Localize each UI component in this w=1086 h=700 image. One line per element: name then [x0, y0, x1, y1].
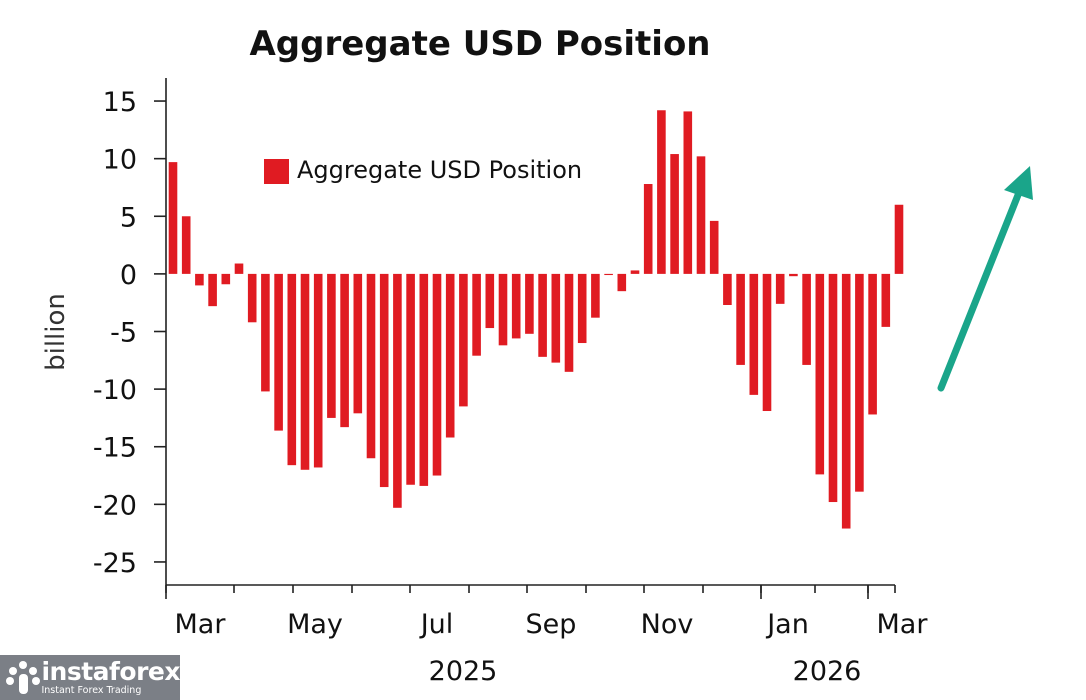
bar	[683, 111, 693, 274]
logo-mark-icon	[6, 660, 40, 695]
bar	[670, 154, 679, 274]
trend-arrow	[937, 166, 1033, 392]
bar	[459, 273, 468, 407]
logo-name: instaforex	[41, 657, 180, 687]
bar	[208, 273, 217, 307]
bar	[340, 273, 349, 428]
bar	[274, 273, 283, 431]
x-tick-label: May	[287, 609, 343, 640]
y-tick-label: 5	[120, 202, 137, 233]
bar	[591, 273, 600, 318]
bar	[855, 273, 864, 492]
bar	[366, 273, 376, 459]
x-year-label: 2026	[793, 656, 862, 687]
x-tick-label: Sep	[526, 609, 577, 640]
bar	[525, 273, 534, 334]
logo-tagline: Instant Forex Trading	[41, 685, 142, 697]
bar	[313, 273, 323, 468]
bar	[485, 273, 495, 329]
bar	[287, 273, 297, 466]
bar	[195, 273, 204, 286]
bar	[841, 273, 851, 529]
x-tick-label: Jan	[765, 609, 809, 640]
bar-series	[168, 110, 904, 529]
bar	[538, 273, 547, 357]
x-tick-label: Mar	[175, 609, 227, 640]
bar	[393, 273, 402, 508]
x-tick-label: Nov	[641, 609, 694, 640]
bar	[815, 273, 825, 475]
bar	[564, 273, 574, 372]
bar	[221, 273, 231, 285]
bar	[168, 162, 178, 274]
bar	[723, 273, 732, 305]
bar	[234, 263, 244, 274]
bar	[802, 273, 811, 365]
bar	[762, 273, 772, 412]
bar	[604, 273, 613, 276]
legend-label: Aggregate USD Position	[297, 156, 582, 184]
bar	[789, 273, 798, 277]
bar	[696, 156, 706, 274]
bar	[511, 273, 521, 339]
bar	[472, 273, 481, 356]
y-tick-label: -5	[110, 318, 137, 349]
bar	[181, 216, 191, 274]
y-tick-label: 15	[103, 87, 137, 118]
bar	[261, 273, 270, 392]
x-year-label: 2025	[429, 656, 498, 687]
y-tick-label: 0	[120, 260, 137, 291]
y-tick-label: 10	[103, 145, 137, 176]
bar	[643, 184, 653, 274]
bar	[709, 220, 719, 274]
bar	[736, 273, 745, 365]
y-tick-label: -10	[93, 375, 137, 406]
bar	[445, 273, 455, 438]
legend: Aggregate USD Position	[264, 156, 582, 184]
instaforex-logo: instaforex Instant Forex Trading	[0, 655, 180, 700]
chart-title: Aggregate USD Position	[249, 24, 710, 64]
bar	[379, 273, 389, 488]
bar	[868, 273, 877, 415]
bar	[617, 273, 627, 292]
bar	[300, 273, 310, 470]
x-tick-label: Jul	[419, 609, 454, 640]
y-axis-label: billion	[41, 293, 71, 371]
x-tick-label: Mar	[877, 609, 929, 640]
legend-swatch	[264, 159, 289, 184]
bar	[551, 273, 561, 363]
bar	[881, 273, 891, 327]
bar	[657, 110, 666, 274]
bar	[432, 273, 442, 476]
bar	[828, 273, 838, 503]
bar	[419, 273, 429, 486]
bar	[749, 273, 759, 395]
y-tick-label: -15	[93, 433, 137, 464]
y-tick-label: -20	[93, 490, 137, 521]
bar	[577, 273, 587, 344]
bar	[498, 273, 508, 346]
bar	[775, 273, 785, 304]
y-tick-label: -25	[93, 548, 137, 579]
bar	[630, 270, 640, 274]
bar	[353, 273, 363, 414]
bar	[406, 273, 415, 485]
bar	[894, 204, 904, 274]
bar	[247, 273, 257, 323]
bar	[327, 273, 336, 418]
